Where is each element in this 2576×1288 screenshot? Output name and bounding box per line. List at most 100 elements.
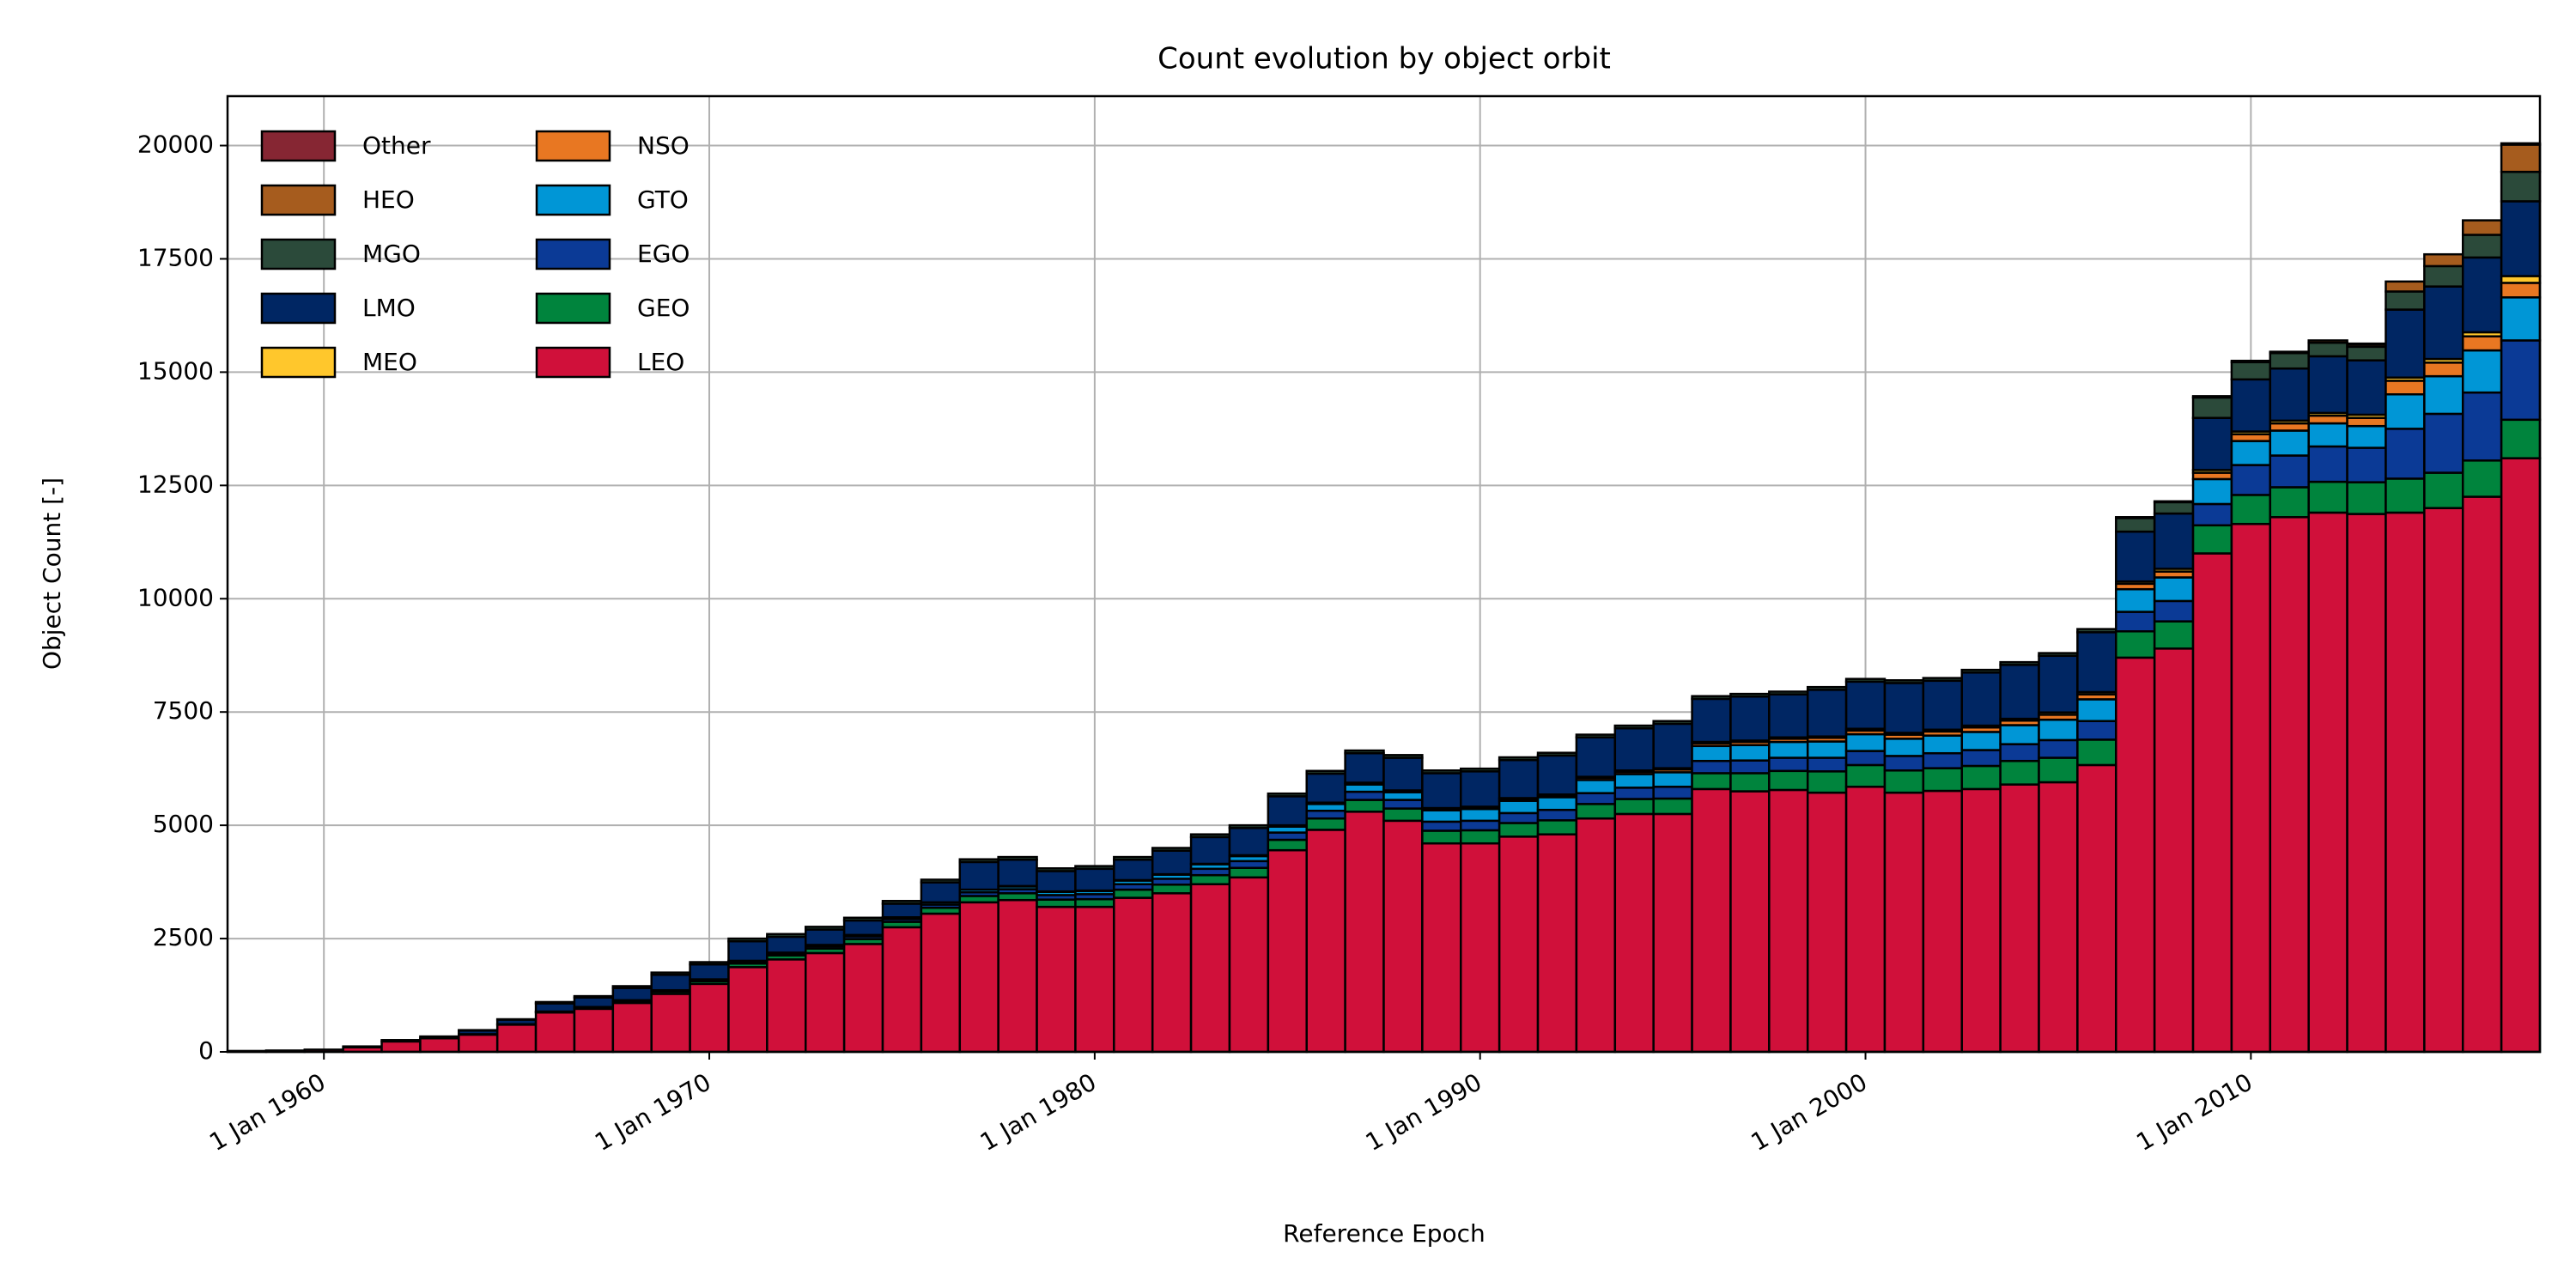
bar-segment xyxy=(2230,359,2272,364)
bar-segment xyxy=(2461,256,2503,334)
bar-segment xyxy=(650,974,691,992)
bar-segment xyxy=(2346,416,2387,428)
bar-segment xyxy=(1421,829,1462,845)
bar-segment xyxy=(1344,811,1385,1054)
bar-segment xyxy=(2461,349,2503,394)
x-axis-label: Reference Epoch xyxy=(1283,1219,1485,1248)
bar-segment xyxy=(1382,754,1424,759)
bar-segment xyxy=(2230,378,2272,433)
bar-segment xyxy=(2115,611,2156,633)
bar-segment xyxy=(2076,763,2117,1054)
legend-label: Other xyxy=(362,131,431,160)
bar-segment xyxy=(2346,342,2387,346)
legend-swatch xyxy=(535,346,611,379)
bar-segment xyxy=(1036,905,1077,1054)
bar-segment xyxy=(689,961,730,966)
bar-segment xyxy=(1613,787,1655,800)
bar-segment xyxy=(1536,819,1578,835)
bar-segment xyxy=(2191,552,2233,1054)
bar-segment xyxy=(1267,792,1308,798)
bar-segment xyxy=(1382,799,1424,810)
bar-segment xyxy=(2461,234,2503,259)
bar-segment xyxy=(2423,374,2464,416)
bar-segment xyxy=(611,985,653,989)
legend-label: GTO xyxy=(637,185,689,214)
bar-segment xyxy=(1074,905,1115,1054)
bar-segment xyxy=(1883,682,1925,734)
bar-segment xyxy=(2153,620,2195,650)
bar-segment xyxy=(727,939,769,963)
bar-segment xyxy=(2500,339,2542,422)
y-tick-label: 20000 xyxy=(137,131,214,159)
bar-segment xyxy=(958,901,999,1054)
bar-segment xyxy=(1498,758,1540,799)
bar-segment xyxy=(2191,502,2233,527)
bar-segment xyxy=(1960,671,2002,727)
bar-segment xyxy=(380,1040,422,1054)
bar-segment xyxy=(2230,494,2272,526)
bar-segment xyxy=(1652,812,1693,1054)
bar-segment xyxy=(1729,696,1771,742)
bar-segment xyxy=(1536,751,1578,757)
bar-segment xyxy=(1228,866,1270,879)
bar-segment xyxy=(1460,807,1501,823)
y-tick-label: 0 xyxy=(198,1036,214,1065)
bar-segment xyxy=(458,1029,499,1032)
plot-frame xyxy=(226,94,2542,1054)
bar-segment xyxy=(1729,692,1771,698)
bar-segment xyxy=(2115,516,2156,519)
bar-segment xyxy=(1768,690,1809,696)
legend-label: MEO xyxy=(362,348,417,376)
bar-segment xyxy=(1844,786,1886,1054)
bar-segment xyxy=(1228,827,1270,857)
bar-segment xyxy=(1421,809,1462,823)
bar-segment xyxy=(1344,751,1385,784)
bar-segment xyxy=(997,858,1038,888)
bar-segment xyxy=(2346,424,2387,449)
bar-segment xyxy=(2269,516,2310,1054)
bar-segment xyxy=(1652,720,1693,726)
legend-swatch xyxy=(535,130,611,162)
bar-segment xyxy=(2191,396,2233,419)
bar-segment xyxy=(1305,829,1346,1054)
bar-segment xyxy=(1267,795,1308,827)
bar-segment xyxy=(1883,769,1925,794)
bar-segment xyxy=(2076,631,2117,694)
bar-segment xyxy=(2038,718,2079,742)
bar-segment xyxy=(1883,791,1925,1054)
bar-segment xyxy=(1382,756,1424,792)
bar-segment xyxy=(1960,764,2002,791)
bar-segment xyxy=(1768,693,1809,738)
bar-segment xyxy=(1922,789,1964,1054)
bar-segment xyxy=(1922,677,1964,683)
y-tick-label: 2500 xyxy=(153,923,214,951)
bar-segment xyxy=(1460,770,1501,808)
bar-segment xyxy=(419,1035,460,1040)
bar-segment xyxy=(2500,142,2542,146)
bar-segment xyxy=(1344,749,1385,755)
bar-segment xyxy=(1189,883,1231,1054)
bar-segment xyxy=(2346,481,2387,515)
bar-segment xyxy=(1036,867,1077,872)
bar-segment xyxy=(1575,736,1617,778)
bar-segment xyxy=(2076,720,2117,741)
bar-segment xyxy=(920,912,962,1054)
bar-segment xyxy=(2385,308,2426,379)
bar-segment xyxy=(1536,754,1578,796)
bar-segment xyxy=(1844,763,1886,788)
bar-segment xyxy=(1729,772,1771,793)
bar-segment xyxy=(1228,876,1270,1054)
bar-segment xyxy=(842,919,884,937)
bar-segment xyxy=(1536,796,1578,811)
bar-segment xyxy=(958,860,999,891)
bar-segment xyxy=(1806,770,1848,794)
bar-segment xyxy=(1691,787,1732,1054)
bar-segment xyxy=(1074,867,1115,892)
bar-segment xyxy=(1768,756,1809,773)
bar-segment xyxy=(881,900,923,905)
bar-segment xyxy=(1421,841,1462,1054)
bar-segment xyxy=(2500,170,2542,203)
bar-segment xyxy=(727,966,769,1054)
bar-segment xyxy=(2500,282,2542,299)
